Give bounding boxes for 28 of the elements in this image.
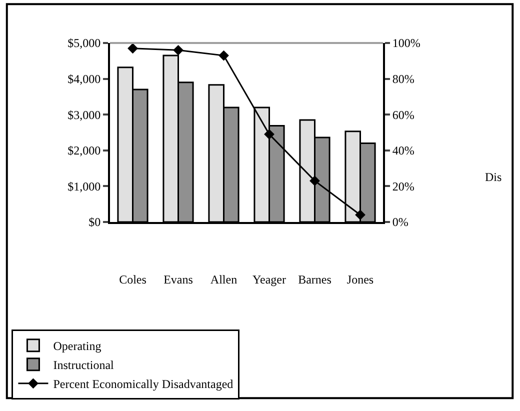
text: Dis: [485, 170, 502, 184]
y-tick-label: $4,000: [68, 72, 101, 86]
point: [264, 129, 274, 140]
point: [173, 44, 184, 56]
x-tick-label: Barnes: [298, 272, 332, 286]
y-tick-label: $2,000: [68, 144, 101, 158]
legend-label: Percent Economically Disadvantaged: [53, 377, 234, 392]
legend-label: Operating: [53, 339, 102, 354]
y-tick-label: $3,000: [68, 108, 101, 122]
y2-tick-label: 100%: [392, 36, 420, 50]
x-tick-label: Yeager: [252, 272, 286, 286]
y2-tick-label: 80%: [392, 72, 414, 86]
x-tick-label: Allen: [210, 272, 238, 286]
y2-tick-label: 60%: [392, 108, 414, 122]
y2-tick-label: 20%: [392, 179, 414, 194]
point: [128, 43, 138, 54]
x-tick-label: Coles: [119, 272, 147, 286]
y2-tick-label: 40%: [392, 144, 414, 158]
point: [355, 210, 366, 220]
y-tick-label: $0: [88, 215, 101, 230]
point: [310, 176, 320, 186]
legend-label: Instructional: [53, 358, 115, 372]
x-tick-label: Jones: [346, 272, 374, 286]
x-tick-label: Evans: [164, 272, 194, 286]
point: [218, 50, 229, 61]
y-tick-label: $5,000: [68, 36, 101, 50]
y2-tick-label: 0%: [392, 215, 408, 230]
y-tick-label: $1,000: [68, 179, 101, 194]
